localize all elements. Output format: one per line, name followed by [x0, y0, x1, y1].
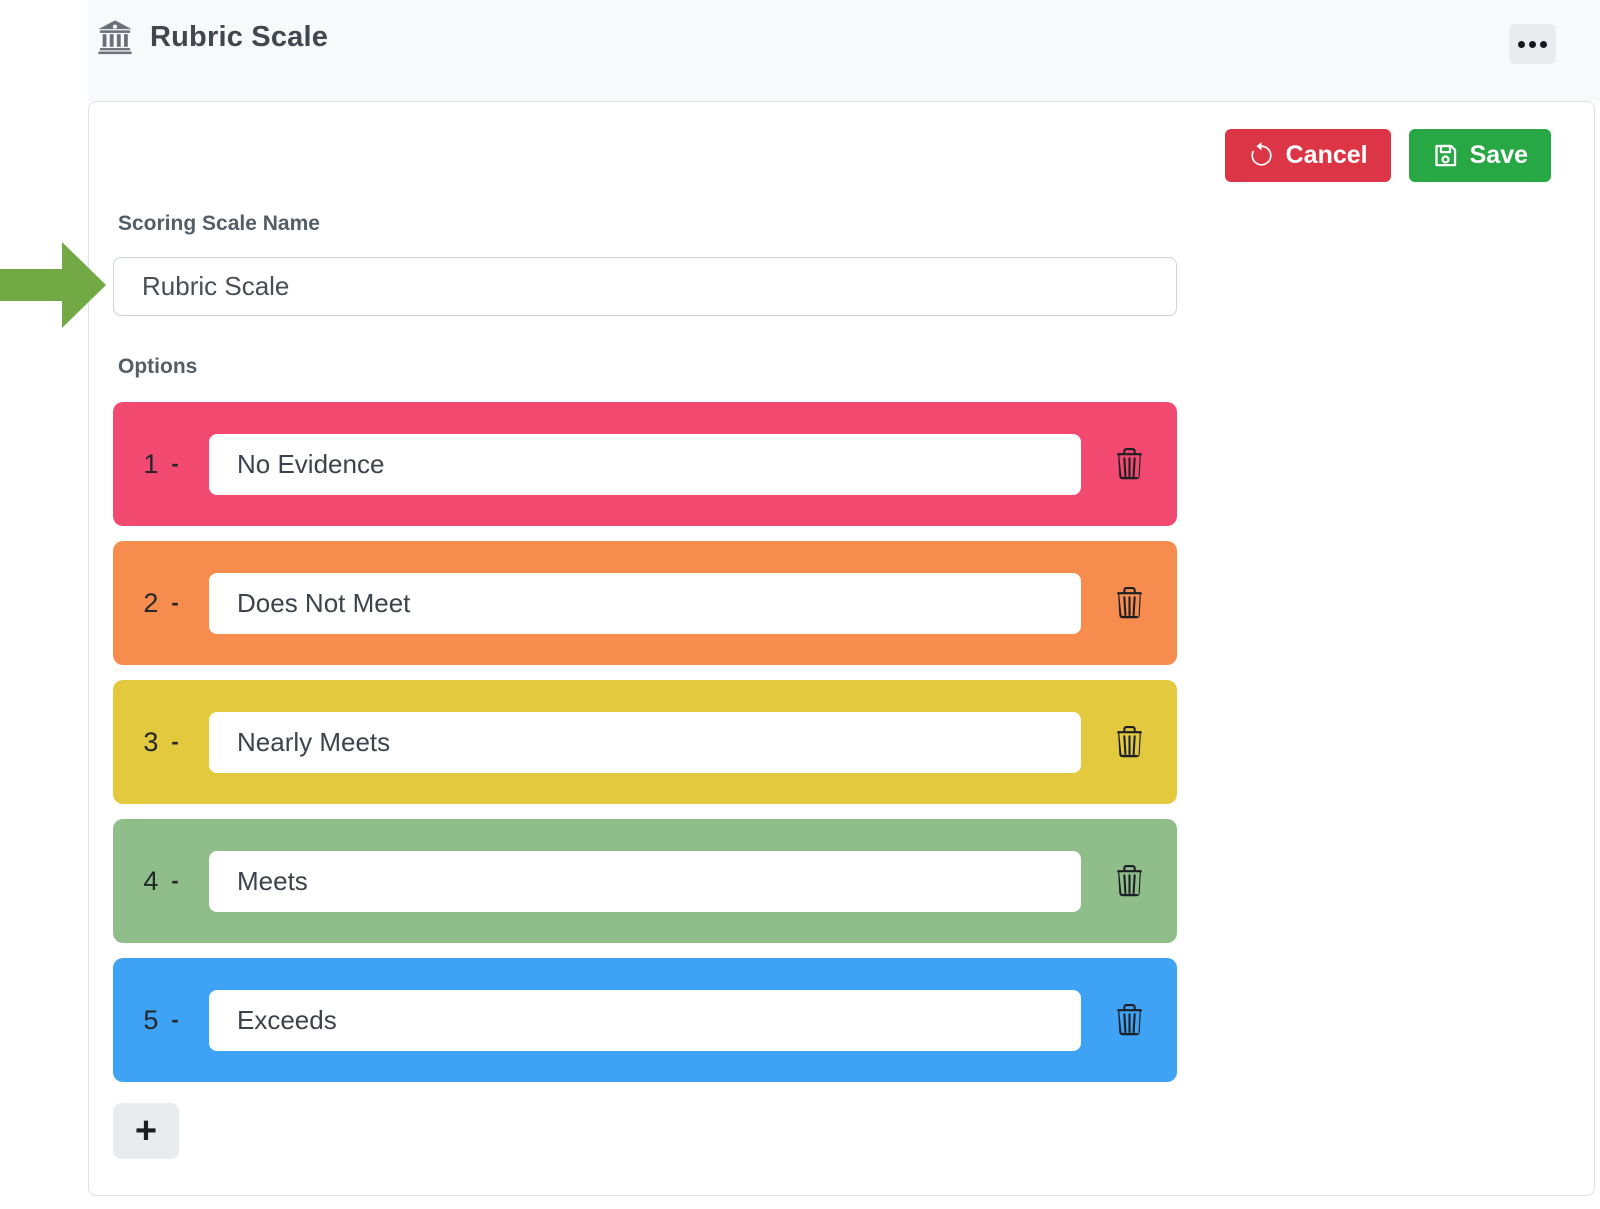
option-number: 4 -: [143, 865, 179, 896]
cancel-label: Cancel: [1285, 141, 1368, 169]
trash-icon: [1116, 1003, 1142, 1035]
save-label: Save: [1469, 141, 1528, 169]
cancel-button[interactable]: Cancel: [1224, 129, 1391, 182]
option-label-input[interactable]: [209, 989, 1081, 1051]
trash-icon: [1116, 586, 1142, 618]
delete-option-button[interactable]: [1081, 1003, 1177, 1037]
page-title: Rubric Scale: [150, 20, 329, 53]
card-header: Rubric Scale: [88, 0, 1600, 101]
option-number: 3 -: [143, 726, 179, 757]
scale-name-label: Scoring Scale Name: [118, 212, 320, 235]
more-options-button[interactable]: [1509, 24, 1556, 64]
undo-icon: [1250, 142, 1272, 166]
option-row-1: 1 -: [113, 402, 1177, 526]
trash-icon: [1116, 725, 1142, 757]
options-list: 1 - 2 -: [113, 402, 1177, 1097]
save-button[interactable]: Save: [1408, 129, 1551, 182]
save-icon: [1434, 144, 1456, 167]
option-row-3: 3 -: [113, 680, 1177, 804]
delete-option-button[interactable]: [1081, 864, 1177, 898]
add-option-button[interactable]: +: [113, 1103, 179, 1159]
header-title-group: Rubric Scale: [96, 14, 328, 56]
trash-icon: [1116, 447, 1142, 479]
option-number: 1 -: [143, 448, 179, 479]
option-number: 5 -: [143, 1004, 179, 1035]
option-label-input[interactable]: [209, 711, 1081, 773]
options-label: Options: [118, 355, 198, 378]
delete-option-button[interactable]: [1081, 725, 1177, 759]
bank-icon: [98, 20, 132, 55]
scale-editor-card: Cancel Save Scoring Scale Name Options 1…: [88, 101, 1595, 1196]
ellipsis-icon: [1518, 40, 1547, 48]
option-label-input[interactable]: [209, 572, 1081, 634]
option-row-5: 5 -: [113, 958, 1177, 1082]
toolbar: Cancel Save: [1224, 129, 1551, 182]
option-row-2: 2 -: [113, 541, 1177, 665]
delete-option-button[interactable]: [1081, 586, 1177, 620]
delete-option-button[interactable]: [1081, 447, 1177, 481]
option-label-input[interactable]: [209, 433, 1081, 495]
option-label-input[interactable]: [209, 850, 1081, 912]
trash-icon: [1116, 864, 1142, 896]
option-row-4: 4 -: [113, 819, 1177, 943]
scale-name-input[interactable]: [113, 257, 1177, 316]
option-number: 2 -: [143, 587, 179, 618]
